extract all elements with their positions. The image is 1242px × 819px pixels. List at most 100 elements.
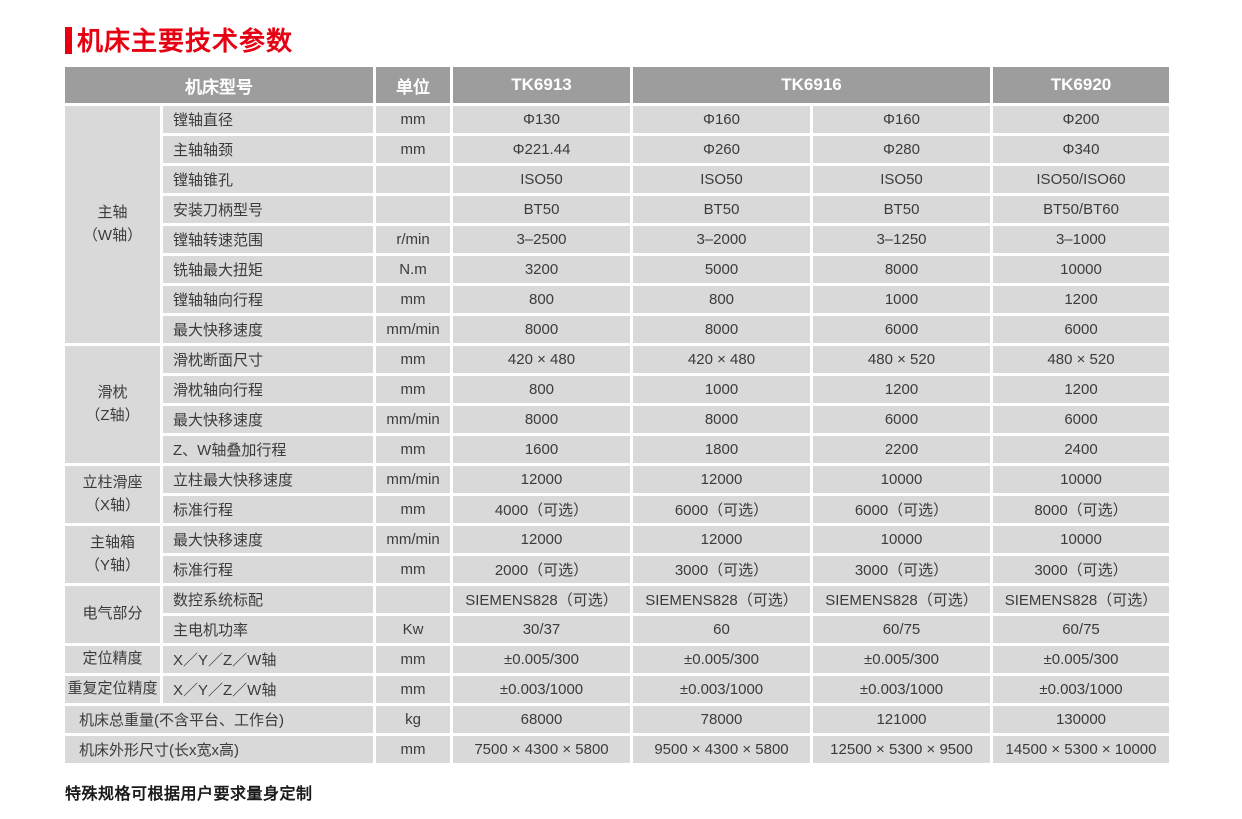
unit-cell: kg: [376, 706, 450, 733]
value-cell: BT50/BT60: [993, 196, 1169, 223]
value-cell: 3–2500: [453, 226, 630, 253]
value-cell: 60/75: [813, 616, 990, 643]
value-cell: 1600: [453, 436, 630, 463]
value-cell: 4000（可选）: [453, 496, 630, 523]
table-row: 重复定位精度 X／Y／Z／W轴 mm ±0.003/1000 ±0.003/1000 ±0…: [65, 676, 1169, 703]
value-cell: 14500 × 5300 × 10000: [993, 736, 1169, 763]
spec-table-header: 机床型号 单位 TK6913 TK6916 TK6920: [65, 67, 1169, 103]
param-cell: Z、W轴叠加行程: [163, 436, 373, 463]
param-cell: 镗轴轴向行程: [163, 286, 373, 313]
full-label-cell: 机床外形尺寸(长x宽x高): [65, 736, 373, 763]
table-row: 主轴轴颈 mm Φ221.44 Φ260 Φ280 Φ340: [65, 136, 1169, 163]
value-cell: 8000: [633, 316, 810, 343]
param-cell: 安装刀柄型号: [163, 196, 373, 223]
value-cell: 121000: [813, 706, 990, 733]
param-cell: 镗轴转速范围: [163, 226, 373, 253]
table-row: 机床总重量(不含平台、工作台) kg 68000 78000 121000 130000: [65, 706, 1169, 733]
table-row: 滑枕轴向行程 mm 800 1000 1200 1200: [65, 376, 1169, 403]
value-cell: Φ340: [993, 136, 1169, 163]
spec-table: 机床型号 单位 TK6913 TK6916 TK6920 主轴 （W轴） 镗轴直径 m…: [62, 64, 1172, 766]
value-cell: ±0.003/1000: [633, 676, 810, 703]
table-row: 电气部分 数控系统标配 SIEMENS828（可选） SIEMENS828（可选） SI…: [65, 586, 1169, 643]
value-cell: 8000: [633, 406, 810, 433]
value-cell: 480 × 520: [993, 346, 1169, 373]
unit-cell: mm: [376, 436, 450, 463]
value-cell: 10000: [993, 256, 1169, 283]
value-cell: 6000: [813, 316, 990, 343]
value-cell: ±0.005/300: [453, 646, 630, 673]
value-cell: BT50: [813, 196, 990, 223]
unit-cell: mm: [376, 496, 450, 523]
unit-cell: mm: [376, 646, 450, 673]
table-row: 铣轴最大扭矩 N.m 3200 5000 8000 10000: [65, 256, 1169, 283]
table-row: 最大快移速度 mm/min 8000 8000 6000 6000: [65, 406, 1169, 433]
param-cell: X／Y／Z／W轴: [163, 646, 373, 673]
value-cell: 1200: [993, 376, 1169, 403]
value-cell: 10000: [993, 526, 1169, 553]
value-cell: Φ260: [633, 136, 810, 163]
unit-cell: [376, 586, 450, 613]
full-label-cell: 机床总重量(不含平台、工作台): [65, 706, 373, 733]
value-cell: ±0.003/1000: [453, 676, 630, 703]
value-cell: 8000: [813, 256, 990, 283]
value-cell: Φ200: [993, 106, 1169, 133]
page-title: 机床主要技术参数: [77, 25, 294, 56]
group-cell: 滑枕 （Z轴）: [65, 346, 160, 463]
table-row: 主轴箱 （Y轴） 最大快移速度 mm/min 12000 12000 10000 10000: [65, 526, 1169, 583]
value-cell: SIEMENS828（可选）: [813, 586, 990, 613]
param-cell: 标准行程: [163, 496, 373, 523]
table-row: 标准行程 mm 4000（可选） 6000（可选） 6000（可选） 8000（可选）: [65, 496, 1169, 523]
group-cell: 主轴箱 （Y轴）: [65, 526, 160, 583]
value-cell: 3000（可选）: [813, 556, 990, 583]
table-row: 滑枕 （Z轴） 滑枕断面尺寸 mm 420 × 480 420 × 480 480 × 52…: [65, 346, 1169, 463]
group-cell: 定位精度: [65, 646, 160, 673]
table-row: 镗轴锥孔 ISO50 ISO50 ISO50 ISO50/ISO60: [65, 166, 1169, 193]
unit-cell: N.m: [376, 256, 450, 283]
value-cell: 480 × 520: [813, 346, 990, 373]
unit-cell: mm: [376, 556, 450, 583]
value-cell: 12000: [453, 526, 630, 553]
value-cell: 1000: [633, 376, 810, 403]
value-cell: SIEMENS828（可选）: [633, 586, 810, 613]
table-row: 安装刀柄型号 BT50 BT50 BT50 BT50/BT60: [65, 196, 1169, 223]
table-row: 定位精度 X／Y／Z／W轴 mm ±0.005/300 ±0.005/300 ±0.005…: [65, 646, 1169, 673]
footer-note: 特殊规格可根据用户要求量身定制: [65, 786, 313, 803]
value-cell: 12000: [633, 526, 810, 553]
header-machine-model: 机床型号: [65, 67, 373, 103]
value-cell: 12000: [453, 466, 630, 493]
table-row: 标准行程 mm 2000（可选） 3000（可选） 3000（可选） 3000（可选）: [65, 556, 1169, 583]
value-cell: 12500 × 5300 × 9500: [813, 736, 990, 763]
header-model-tk6913: TK6913: [453, 67, 630, 103]
table-row: 镗轴轴向行程 mm 800 800 1000 1200: [65, 286, 1169, 313]
unit-cell: mm/min: [376, 466, 450, 493]
value-cell: SIEMENS828（可选）: [993, 586, 1169, 613]
param-cell: 主轴轴颈: [163, 136, 373, 163]
value-cell: 12000: [633, 466, 810, 493]
unit-cell: mm/min: [376, 406, 450, 433]
group-cell: 立柱滑座 （X轴）: [65, 466, 160, 523]
header-model-tk6916: TK6916: [633, 67, 990, 103]
param-cell: X／Y／Z／W轴: [163, 676, 373, 703]
value-cell: 3200: [453, 256, 630, 283]
unit-cell: mm/min: [376, 526, 450, 553]
value-cell: 420 × 480: [453, 346, 630, 373]
value-cell: 6000: [993, 316, 1169, 343]
unit-cell: mm: [376, 346, 450, 373]
param-cell: 滑枕断面尺寸: [163, 346, 373, 373]
value-cell: 800: [453, 286, 630, 313]
unit-cell: mm: [376, 376, 450, 403]
param-cell: 最大快移速度: [163, 526, 373, 553]
unit-cell: mm: [376, 736, 450, 763]
value-cell: ±0.003/1000: [993, 676, 1169, 703]
param-cell: 最大快移速度: [163, 406, 373, 433]
value-cell: Φ280: [813, 136, 990, 163]
group-cell: 重复定位精度: [65, 676, 160, 703]
value-cell: BT50: [633, 196, 810, 223]
param-cell: 镗轴直径: [163, 106, 373, 133]
unit-cell: r/min: [376, 226, 450, 253]
value-cell: ISO50: [813, 166, 990, 193]
value-cell: 68000: [453, 706, 630, 733]
value-cell: 6000（可选）: [813, 496, 990, 523]
value-cell: Φ130: [453, 106, 630, 133]
value-cell: 10000: [813, 466, 990, 493]
